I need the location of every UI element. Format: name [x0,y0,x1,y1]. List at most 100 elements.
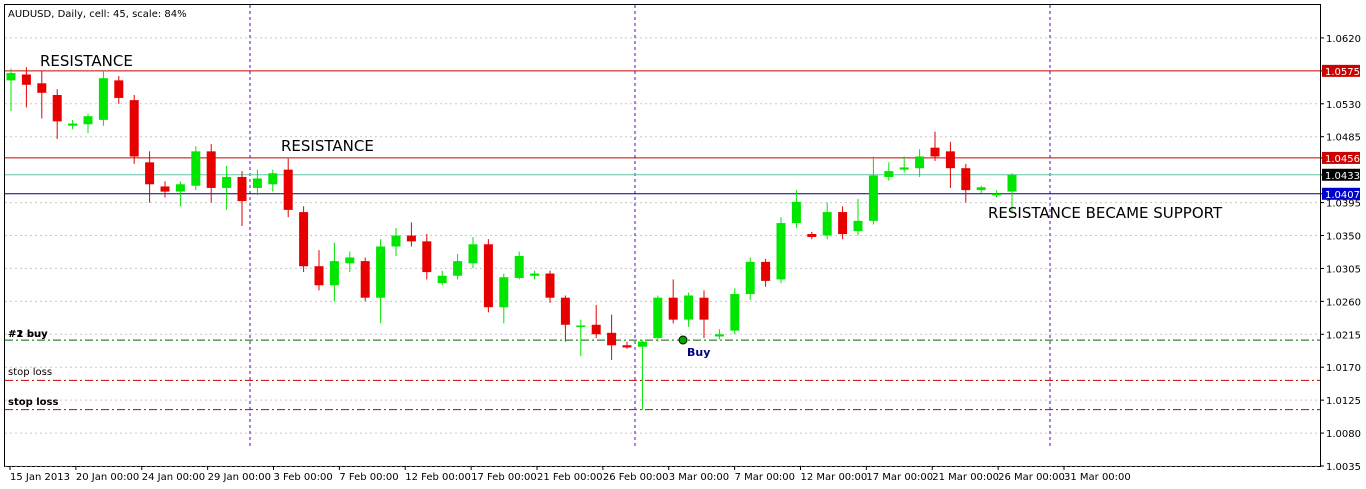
y-tick-label: 1.0305 [1326,264,1361,275]
y-tick-label: 1.0080 [1326,429,1361,440]
x-tick-label: 12 Feb 00:00 [405,472,471,483]
y-tick-label: 1.0433 [1325,171,1360,182]
candle-body [884,171,894,177]
y-tick-label: 1.0485 [1326,133,1361,144]
candle-body [576,325,586,328]
candle-body [637,341,647,347]
buy-label-overlap: #1 buy [8,329,48,340]
candle-body [422,241,432,273]
candle-body [961,168,971,191]
candle-body [345,257,355,264]
x-tick-label: 7 Feb 00:00 [339,472,398,483]
x-tick-label: 17 Feb 00:00 [471,472,537,483]
resistance-label-2: RESISTANCE [281,137,374,155]
candle-body [268,173,278,185]
x-tick-label: 26 Mar 00:00 [998,472,1065,483]
y-tick-label: 1.0620 [1326,34,1361,45]
x-tick-label: 29 Jan 00:00 [208,472,271,483]
candle-body [237,176,247,202]
candle-body [560,297,570,325]
buy-marker-icon [678,335,688,345]
candles [6,67,1017,410]
y-tick-badge [1322,187,1360,200]
y-tick-label: 1.0035 [1326,462,1361,473]
candle-body [1007,174,1017,192]
candle-body [791,201,801,224]
x-tick-label: 3 Mar 00:00 [669,472,729,483]
candle-body [437,275,447,284]
candle-body [483,244,493,308]
candle-body [391,235,401,247]
candle-body [360,261,370,298]
candle-body [776,223,786,280]
candle-body [899,167,909,170]
candle-body [868,175,878,221]
candle-body [684,295,694,320]
candle-body [6,73,16,81]
candle-body [406,235,416,242]
grid-lines [5,37,1320,467]
candle-body [376,246,386,298]
candle-body [945,151,955,169]
candle-body [607,332,617,346]
candle-body [976,187,986,191]
y-tick-label: 1.0215 [1326,330,1361,341]
buy-label: #2 buy [8,329,48,340]
candle-body [283,169,293,210]
candle-body [992,193,1002,196]
x-tick-label: 26 Feb 00:00 [603,472,669,483]
candle-body [591,324,601,335]
candle-body [714,334,724,337]
x-tick-label: 3 Feb 00:00 [274,472,333,483]
y-tick-label: 1.0395 [1326,199,1361,210]
candle-body [314,266,324,286]
candle-body [191,151,201,186]
stop-loss-label-2: stop loss [8,397,58,408]
resistance-label-1: RESISTANCE [40,52,133,70]
candle-body [514,255,524,278]
candle-body [299,212,309,267]
candle-body [622,345,632,348]
candle-body [453,261,463,276]
candle-body [68,123,78,126]
x-tick-label: 24 Jan 00:00 [142,472,205,483]
candle-body [853,220,863,232]
x-tick-label: 17 Mar 00:00 [866,472,933,483]
candle-body [37,83,47,93]
candle-body [730,294,740,331]
candle-body [807,234,817,237]
trade-lines [5,339,1320,411]
horizontal-levels [5,70,1320,195]
candle-body [98,78,108,120]
candle-body [653,297,663,338]
x-tick-label: 31 Mar 00:00 [1064,472,1131,483]
candle-body [699,297,709,320]
time-axis: 15 Jan 2013 20 Jan 00:00 24 Jan 00:00 29 Ja… [9,466,1131,483]
candle-body [114,80,124,98]
candle-body [761,261,771,281]
y-tick-label: 1.0575 [1325,67,1360,78]
support-label: RESISTANCE BECAME SUPPORT [988,204,1223,222]
candle-body [83,116,93,125]
candle-body [499,277,509,308]
x-tick-label: 12 Mar 00:00 [801,472,868,483]
y-tick-badge [1322,151,1360,164]
y-tick-badge [1322,64,1360,77]
period-separators [249,5,1051,446]
y-tick-label: 1.0350 [1326,232,1361,243]
x-tick-label: 7 Mar 00:00 [735,472,795,483]
candle-body [252,178,262,188]
candle-body [668,297,678,320]
y-tick-label: 1.0125 [1326,396,1361,407]
candle-body [160,186,170,192]
candle-body [468,244,478,264]
candle-body [145,162,155,185]
stop-loss-label-1: stop loss [8,367,52,378]
chart-title: AUDUSD, Daily, cell: 45, scale: 84% [8,9,187,20]
y-tick-label: 1.0260 [1326,297,1361,308]
candle-body [915,156,925,169]
candle-body [21,74,31,85]
candle-body [838,212,848,235]
y-tick-label: 1.0530 [1326,100,1361,111]
